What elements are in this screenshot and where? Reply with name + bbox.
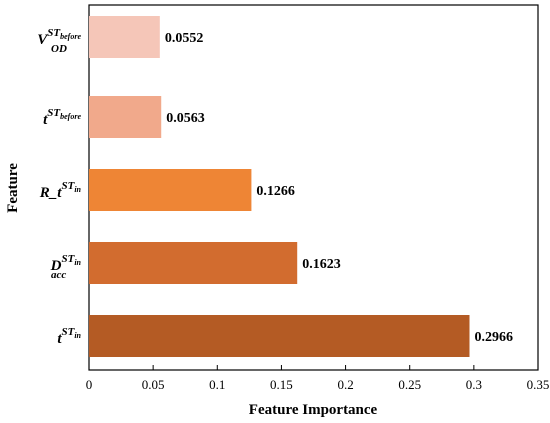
x-tick-label: 0.3: [466, 377, 482, 392]
category-label: R_tSTin: [39, 180, 82, 201]
bar-5: [89, 315, 470, 357]
bar-value-label: 0.0552: [165, 31, 204, 46]
bar-value-label: 0.1266: [256, 184, 295, 199]
bar-3: [89, 169, 252, 211]
bar-4: [89, 242, 298, 284]
bar-2: [89, 96, 162, 138]
x-tick-label: 0.05: [142, 377, 165, 392]
category-label: DSTin acc: [50, 253, 82, 281]
x-tick-label: 0: [86, 377, 93, 392]
x-tick-label: 0.35: [527, 377, 550, 392]
category-label: tSTin: [57, 326, 81, 347]
y-axis-title: Feature: [5, 163, 21, 213]
bar-value-label: 0.0563: [166, 111, 205, 126]
value-labels-group: 0.0552 0.0563 0.1266 0.1623 0.2966: [165, 31, 513, 345]
x-tick-label: 0.2: [337, 377, 353, 392]
x-ticks-group: 0 0.05 0.1 0.15 0.2 0.25 0.3 0.35: [86, 365, 550, 392]
bar-1: [89, 16, 160, 58]
bar-value-label: 0.2966: [474, 330, 513, 345]
x-tick-label: 0.1: [209, 377, 225, 392]
bar-value-label: 0.1623: [302, 257, 341, 272]
bars-group: [89, 16, 470, 357]
category-label: tSTbefore: [43, 107, 81, 128]
x-tick-label: 0.15: [270, 377, 293, 392]
category-label: VSTbefore OD: [37, 27, 81, 55]
x-tick-label: 0.25: [398, 377, 421, 392]
x-axis-title: Feature Importance: [249, 402, 378, 418]
category-labels-group: VSTbefore OD tSTbefore R_tSTin DSTin acc tSTin: [37, 27, 81, 347]
